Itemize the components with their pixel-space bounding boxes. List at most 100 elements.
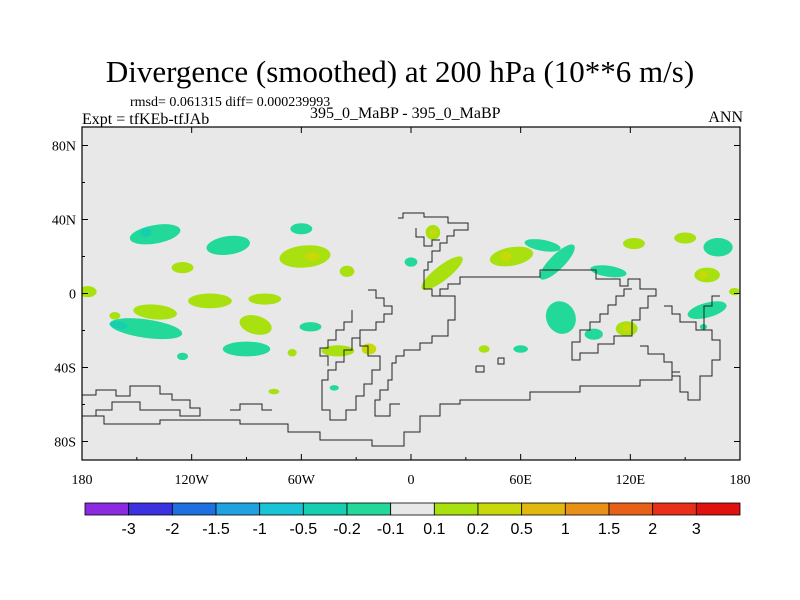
contour-fill-layer xyxy=(82,223,740,395)
page-title: Divergence (smoothed) at 200 hPa (10**6 … xyxy=(105,54,695,89)
anomaly-region xyxy=(290,223,313,235)
anomaly-region xyxy=(299,322,322,332)
anomaly-region xyxy=(513,345,528,353)
x-tick-label: 120E xyxy=(616,473,646,488)
coastline-asia-east xyxy=(432,269,657,361)
colorbar-label: -1 xyxy=(253,521,267,538)
anomaly-region xyxy=(82,286,97,298)
anomaly-region xyxy=(361,343,377,355)
anomaly-region xyxy=(687,301,727,319)
anomaly-region xyxy=(268,388,280,395)
colorbar-swatch xyxy=(171,502,217,516)
case-label: 395_0_MaBP - 395_0_MaBP xyxy=(310,105,501,122)
colorbar-swatch xyxy=(521,502,566,516)
anomaly-region xyxy=(206,235,250,256)
colorbar-swatch xyxy=(564,502,610,516)
anomaly-region xyxy=(421,256,463,290)
anomaly-region xyxy=(674,232,697,244)
colorbar-label: -3 xyxy=(122,521,136,538)
colorbar-swatch xyxy=(128,502,173,516)
y-tick-label: 0 xyxy=(69,288,76,303)
anomaly-region xyxy=(539,244,575,280)
season-label: ANN xyxy=(708,109,743,126)
colorbar-swatch xyxy=(346,502,392,516)
colorbar-label: 1 xyxy=(561,521,570,538)
colorbar-label: -0.5 xyxy=(290,521,318,538)
colorbar-label: -2 xyxy=(165,521,179,538)
y-tick-label: 40N xyxy=(52,214,76,229)
axes-layer: 180 120W 60W 0 60E 120E 180 80N 40N 0 40S 80S xyxy=(52,127,751,488)
anomaly-region xyxy=(304,251,320,262)
x-tick-label: 180 xyxy=(730,473,751,488)
colorbar-swatch xyxy=(215,502,261,516)
anomaly-region xyxy=(188,293,232,309)
colorbar-swatch xyxy=(259,502,304,516)
anomaly-region xyxy=(584,328,603,340)
x-tick-label: 120W xyxy=(175,473,210,488)
y-tick-label: 80N xyxy=(52,140,76,155)
colorbar-label: 3 xyxy=(692,521,701,538)
colorbar-swatch xyxy=(433,502,479,516)
colorbar: -3 -2 -1.5 -1 -0.5 -0.2 -0.1 0.1 0.2 0.5 1 1.5 2 3 xyxy=(84,502,741,538)
anomaly-region xyxy=(329,385,339,391)
anomaly-region xyxy=(222,341,271,357)
map-background xyxy=(82,127,740,460)
anomaly-region xyxy=(622,324,632,333)
anomaly-region xyxy=(699,324,708,330)
anomaly-region xyxy=(133,304,177,320)
coastline-antarctica-3 xyxy=(230,403,272,411)
experiment-label: Expt = tfKEb-tfJAb xyxy=(82,111,210,128)
colorbar-label: 2 xyxy=(648,521,657,538)
anomaly-region xyxy=(489,246,534,267)
anomaly-region xyxy=(109,321,128,329)
colorbar-label: 0.5 xyxy=(511,521,533,538)
anomaly-region xyxy=(524,239,561,252)
anomaly-region xyxy=(478,345,490,353)
anomaly-region xyxy=(623,238,645,250)
coastline-asia xyxy=(415,228,440,247)
coastline-australia xyxy=(640,329,721,401)
coastline-layer xyxy=(82,212,721,447)
x-tick-label: 60E xyxy=(509,473,532,488)
colorbar-label: -1.5 xyxy=(202,521,230,538)
y-tick-label: 40S xyxy=(54,362,76,377)
coastline-island-1 xyxy=(475,365,485,373)
coastline-africa-europe xyxy=(374,212,469,417)
anomaly-region xyxy=(140,227,152,238)
colorbar-label: -0.1 xyxy=(377,521,405,538)
coastline-south-america xyxy=(321,289,393,421)
anomaly-region xyxy=(500,251,512,262)
anomaly-region xyxy=(703,238,733,257)
colorbar-swatch xyxy=(608,502,654,516)
anomaly-region xyxy=(109,318,183,340)
x-tick-label: 180 xyxy=(72,473,93,488)
colorbar-swatch xyxy=(390,502,435,516)
anomaly-region xyxy=(109,312,121,320)
coastline-central-america xyxy=(319,310,353,366)
coastline-southeast-asia xyxy=(664,295,720,331)
colorbar-label: 0.2 xyxy=(467,521,489,538)
y-tick-label: 80S xyxy=(54,436,76,451)
anomaly-region xyxy=(287,349,297,357)
anomaly-region xyxy=(321,345,355,357)
colorbar-swatch xyxy=(302,502,348,516)
anomaly-region xyxy=(404,257,418,267)
anomaly-region xyxy=(729,287,740,296)
anomaly-region xyxy=(339,265,355,277)
colorbar-swatch xyxy=(84,502,130,516)
anomaly-region xyxy=(545,301,576,334)
colorbar-swatch xyxy=(695,502,741,516)
stats-line: rmsd= 0.061315 diff= 0.000239993 xyxy=(130,95,331,110)
x-tick-label: 0 xyxy=(408,473,415,488)
anomaly-region xyxy=(177,352,189,361)
coastline-antarctica-2 xyxy=(82,371,680,447)
colorbar-swatch xyxy=(652,502,697,516)
colorbar-label: 1.5 xyxy=(598,521,620,538)
coastline-island-2 xyxy=(497,357,505,365)
colorbar-label: -0.2 xyxy=(333,521,361,538)
anomaly-region xyxy=(248,293,282,305)
anomaly-region xyxy=(698,271,709,279)
colorbar-swatch xyxy=(477,502,523,516)
colorbar-label: 0.1 xyxy=(423,521,445,538)
